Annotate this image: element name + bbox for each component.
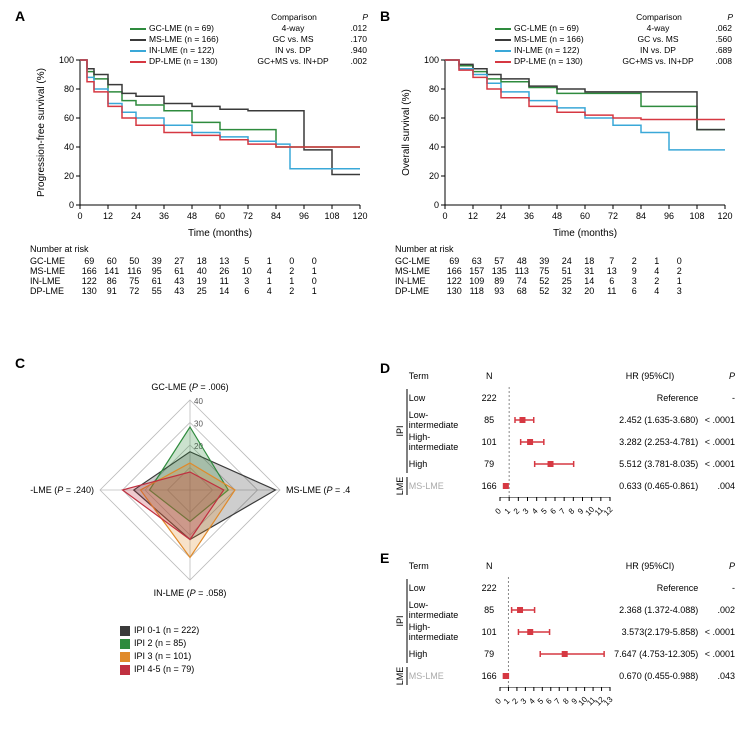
svg-text:20: 20 <box>64 171 74 181</box>
forest-e: TermNHR (95%CI)PLow222Reference-Low-inte… <box>395 555 735 711</box>
svg-text:MS-LME (P = .422): MS-LME (P = .422) <box>286 485 350 495</box>
svg-text:96: 96 <box>664 211 674 221</box>
svg-text:48: 48 <box>187 211 197 221</box>
svg-text:0: 0 <box>434 200 439 210</box>
panel-d-label: D <box>380 360 390 376</box>
at-risk-a: Number at riskGC-LME696050392718135100MS… <box>30 244 370 296</box>
svg-text:84: 84 <box>636 211 646 221</box>
svg-text:3: 3 <box>521 506 531 516</box>
svg-text:96: 96 <box>299 211 309 221</box>
svg-text:20: 20 <box>429 171 439 181</box>
svg-text:100: 100 <box>424 55 439 65</box>
svg-text:0: 0 <box>493 696 503 706</box>
svg-text:12: 12 <box>602 505 615 518</box>
svg-text:36: 36 <box>159 211 169 221</box>
svg-text:GC-LME (P = .006): GC-LME (P = .006) <box>151 382 228 392</box>
svg-text:5: 5 <box>539 506 549 516</box>
svg-text:100: 100 <box>59 55 74 65</box>
panel-e: TermNHR (95%CI)PLow222Reference-Low-inte… <box>395 555 735 711</box>
svg-text:84: 84 <box>271 211 281 221</box>
svg-text:13: 13 <box>602 695 615 708</box>
svg-text:2: 2 <box>512 506 522 516</box>
svg-text:120: 120 <box>352 211 367 221</box>
figure: A B C D E 020406080100012243648607284961… <box>0 0 748 740</box>
svg-text:1: 1 <box>502 696 512 706</box>
svg-text:0: 0 <box>77 211 82 221</box>
svg-text:72: 72 <box>243 211 253 221</box>
svg-text:24: 24 <box>496 211 506 221</box>
svg-text:3: 3 <box>519 696 529 706</box>
svg-text:Progression-free survival (%): Progression-free survival (%) <box>36 68 47 197</box>
panel-c-label: C <box>15 355 25 371</box>
svg-text:60: 60 <box>429 113 439 123</box>
svg-text:80: 80 <box>429 84 439 94</box>
panel-a: 0 20 40 60 80 100 0 12 24 36 48 60 72 84 96 108 120 Time … <box>30 10 370 296</box>
radar-c: 403020GC-LME (P = .006)MS-LME (P = .422)… <box>30 360 350 620</box>
svg-text:60: 60 <box>64 113 74 123</box>
svg-text:2: 2 <box>510 696 520 706</box>
legend-b: ComparisonPGC-LME (n = 69)4-way.062MS-LM… <box>495 12 733 67</box>
svg-text:DP-LME (P = .240): DP-LME (P = .240) <box>30 485 94 495</box>
svg-text:Time (months): Time (months) <box>188 228 252 239</box>
svg-text:40: 40 <box>64 142 74 152</box>
svg-text:7: 7 <box>553 696 563 706</box>
svg-text:8: 8 <box>567 506 577 516</box>
svg-text:120: 120 <box>717 211 732 221</box>
svg-text:40: 40 <box>194 397 203 406</box>
forest-d: TermNHR (95%CI)PLow222Reference-Low-inte… <box>395 365 735 521</box>
panel-a-label: A <box>15 8 25 24</box>
svg-text:0: 0 <box>493 506 503 516</box>
svg-text:72: 72 <box>608 211 618 221</box>
svg-text:36: 36 <box>524 211 534 221</box>
panel-b: 0 20 40 60 80 100 0 12 24 36 48 60 72 84 96 108 120 Time … <box>395 10 735 296</box>
svg-text:1: 1 <box>503 506 513 516</box>
svg-text:Overall survival (%): Overall survival (%) <box>401 89 412 176</box>
svg-text:0: 0 <box>442 211 447 221</box>
svg-text:0: 0 <box>69 200 74 210</box>
svg-text:108: 108 <box>689 211 704 221</box>
panel-e-label: E <box>380 550 389 566</box>
svg-text:12: 12 <box>103 211 113 221</box>
svg-text:4: 4 <box>530 506 540 516</box>
svg-text:6: 6 <box>544 696 554 706</box>
svg-text:Time (months): Time (months) <box>553 228 617 239</box>
svg-text:80: 80 <box>64 84 74 94</box>
legend-c: IPI 0-1 (n = 222)IPI 2 (n = 85)IPI 3 (n … <box>30 624 350 676</box>
panel-c: 403020GC-LME (P = .006)MS-LME (P = .422)… <box>30 360 350 676</box>
svg-text:24: 24 <box>131 211 141 221</box>
at-risk-b: Number at riskGC-LME696357483924187210MS… <box>395 244 735 296</box>
svg-text:108: 108 <box>324 211 339 221</box>
panel-b-label: B <box>380 8 390 24</box>
svg-text:8: 8 <box>561 696 571 706</box>
svg-text:48: 48 <box>552 211 562 221</box>
svg-text:12: 12 <box>468 211 478 221</box>
svg-text:5: 5 <box>536 696 546 706</box>
svg-text:30: 30 <box>194 420 203 429</box>
svg-text:40: 40 <box>429 142 439 152</box>
legend-a: ComparisonPGC-LME (n = 69)4-way.012MS-LM… <box>130 12 368 67</box>
svg-text:60: 60 <box>580 211 590 221</box>
svg-text:6: 6 <box>548 506 558 516</box>
panel-d: TermNHR (95%CI)PLow222Reference-Low-inte… <box>395 365 735 521</box>
svg-text:IN-LME (P = .058): IN-LME (P = .058) <box>154 588 227 598</box>
svg-text:60: 60 <box>215 211 225 221</box>
svg-text:4: 4 <box>527 696 537 706</box>
svg-text:7: 7 <box>558 506 568 516</box>
